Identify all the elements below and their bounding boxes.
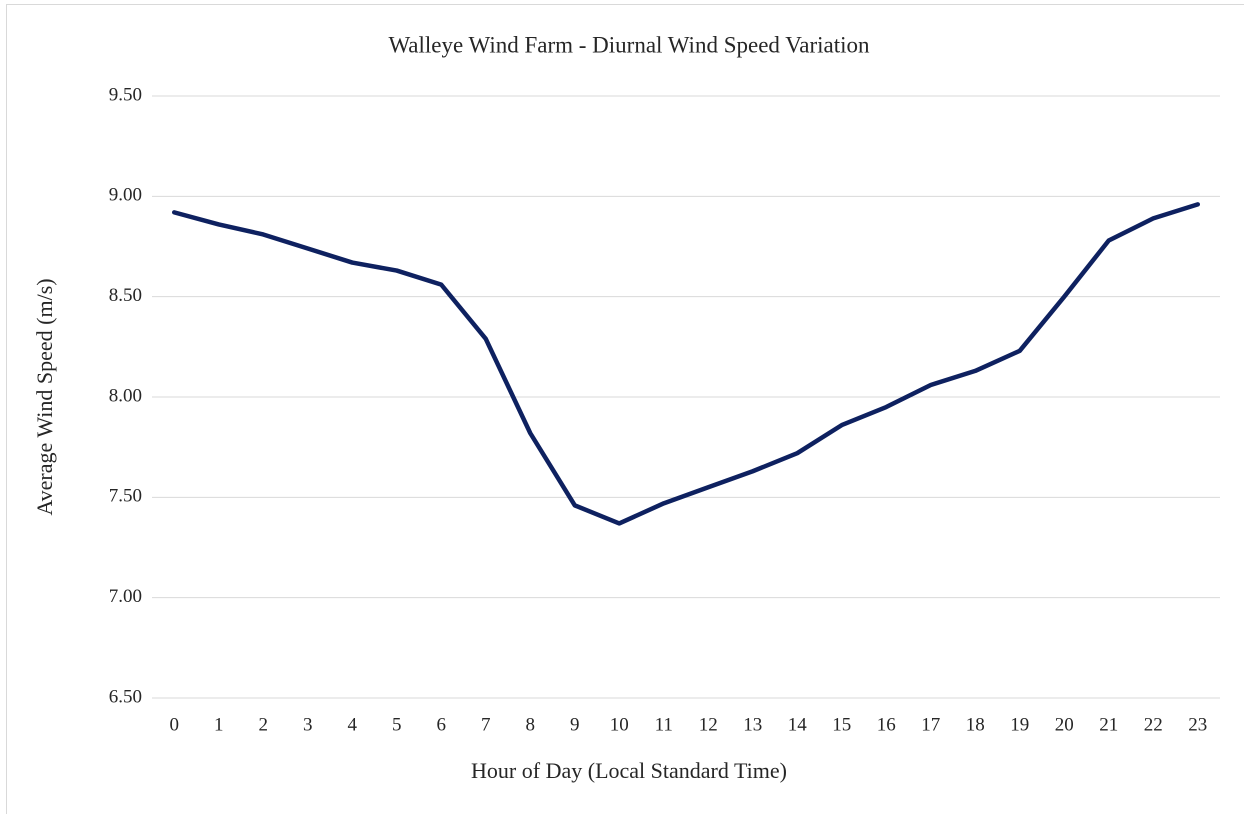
data-line xyxy=(172,202,1200,526)
x-tick-label: 7 xyxy=(481,714,491,735)
y-tick-label: 7.00 xyxy=(109,586,142,607)
x-tick-label: 1 xyxy=(214,714,224,735)
x-tick-label: 21 xyxy=(1099,714,1118,735)
x-tick-label: 13 xyxy=(743,714,762,735)
x-tick-label: 9 xyxy=(570,714,580,735)
x-axis-label: Hour of Day (Local Standard Time) xyxy=(471,758,787,783)
x-tick-label: 18 xyxy=(966,714,985,735)
y-tick-label: 7.50 xyxy=(109,486,142,507)
x-tick-label: 14 xyxy=(788,714,808,735)
x-tick-label: 23 xyxy=(1188,714,1207,735)
x-tick-label: 0 xyxy=(170,714,180,735)
y-tick-label: 8.50 xyxy=(109,285,142,306)
y-tick-label: 9.00 xyxy=(109,185,142,206)
x-tick-label: 12 xyxy=(699,714,718,735)
y-tick-label: 6.50 xyxy=(109,686,142,707)
x-tick-label: 3 xyxy=(303,714,313,735)
chart-border xyxy=(6,4,1244,814)
x-tick-label: 17 xyxy=(921,714,940,735)
x-tick-label: 6 xyxy=(437,714,447,735)
x-tick-label: 16 xyxy=(877,714,896,735)
y-tick-label: 9.50 xyxy=(109,84,142,105)
x-tick-label: 5 xyxy=(392,714,402,735)
x-tick-label: 2 xyxy=(259,714,269,735)
chart-title: Walleye Wind Farm - Diurnal Wind Speed V… xyxy=(388,32,870,57)
x-tick-label: 19 xyxy=(1010,714,1029,735)
x-tick-label: 22 xyxy=(1144,714,1163,735)
x-tick-label: 15 xyxy=(832,714,851,735)
y-axis-label: Average Wind Speed (m/s) xyxy=(32,278,57,515)
y-tick-label: 8.00 xyxy=(109,385,142,406)
x-tick-label: 8 xyxy=(526,714,536,735)
x-tick-label: 20 xyxy=(1055,714,1074,735)
x-tick-label: 11 xyxy=(655,714,673,735)
x-tick-label: 10 xyxy=(610,714,629,735)
x-tick-label: 4 xyxy=(348,714,358,735)
